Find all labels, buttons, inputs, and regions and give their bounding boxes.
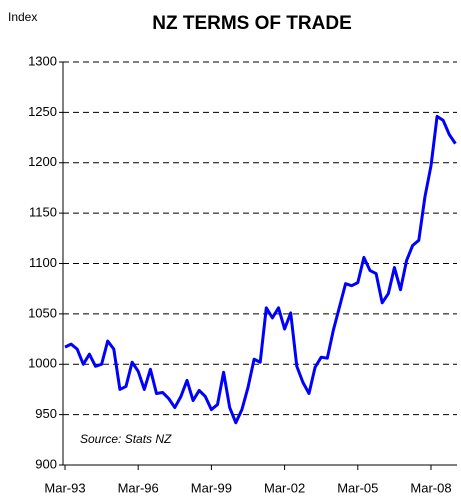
y-tick-label: 1150: [29, 205, 57, 220]
y-tick-label: 1000: [28, 356, 57, 371]
y-axis-label: Index: [8, 10, 37, 24]
x-tick-label: Mar-99: [191, 480, 232, 495]
x-tick-label: Mar-05: [337, 480, 378, 495]
x-tick-label: Mar-96: [118, 480, 159, 495]
chart-title: NZ TERMS OF TRADE: [152, 13, 352, 34]
annotation: Source: Stats NZ: [80, 432, 172, 446]
y-tick-label: 950: [35, 406, 57, 421]
y-tick-label: 1200: [28, 154, 57, 169]
y-tick-label: 1250: [28, 104, 57, 119]
y-tick-label: 900: [35, 456, 57, 471]
y-tick-label: 1100: [29, 255, 57, 270]
line-series: [64, 114, 457, 425]
x-tick-label: Mar-02: [264, 480, 305, 495]
y-tick-label: 1300: [28, 53, 57, 68]
y-tick-label: 1050: [28, 305, 57, 320]
x-tick-label: Mar-08: [410, 480, 451, 495]
x-tick-label: Mar-93: [44, 480, 85, 495]
